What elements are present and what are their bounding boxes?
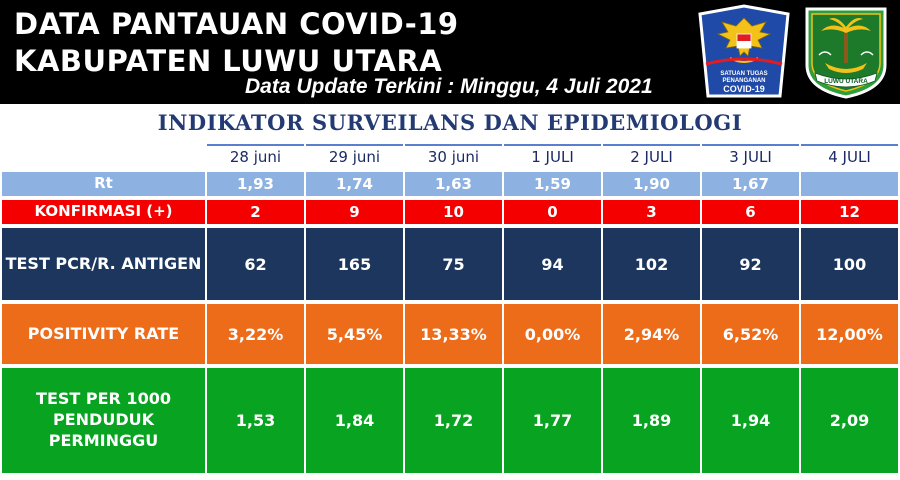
header-banner: DATA PANTAUAN COVID-19 KABUPATEN LUWU UT…	[0, 0, 900, 104]
value-cell: 6	[702, 200, 799, 224]
date-cell: 30 juni	[405, 144, 502, 168]
value-cell: 1,72	[405, 368, 502, 473]
value-cell	[801, 172, 898, 196]
update-date-text: Data Update Terkini : Minggu, 4 Juli 202…	[245, 75, 653, 98]
rt-row: Rt 1,93 1,74 1,63 1,59 1,90 1,67	[2, 172, 898, 196]
value-cell: 1,90	[603, 172, 700, 196]
value-cell: 1,63	[405, 172, 502, 196]
value-cell: 62	[207, 228, 304, 300]
title-line-1: DATA PANTAUAN COVID-19	[14, 7, 459, 41]
date-cell: 1 JULI	[504, 144, 601, 168]
value-cell: 94	[504, 228, 601, 300]
value-cell: 1,59	[504, 172, 601, 196]
value-cell: 10	[405, 200, 502, 224]
value-cell: 165	[306, 228, 403, 300]
value-cell: 1,77	[504, 368, 601, 473]
value-cell: 12	[801, 200, 898, 224]
value-cell: 1,94	[702, 368, 799, 473]
date-cell: 3 JULI	[702, 144, 799, 168]
date-cell: 29 juni	[306, 144, 403, 168]
value-cell: 5,45%	[306, 304, 403, 364]
value-cell: 100	[801, 228, 898, 300]
row-label: KONFIRMASI (+)	[2, 200, 205, 224]
positivity-rate-row: POSITIVITY RATE 3,22% 5,45% 13,33% 0,00%…	[2, 304, 898, 364]
date-header-row: 28 juni 29 juni 30 juni 1 JULI 2 JULI 3 …	[2, 144, 898, 168]
konfirmasi-row: KONFIRMASI (+) 2 9 10 0 3 6 12	[2, 200, 898, 224]
value-cell: 2	[207, 200, 304, 224]
section-title: INDIKATOR SURVEILANS DAN EPIDEMIOLOGI	[157, 110, 743, 135]
regency-crest-icon: LUWU UTARA	[805, 7, 887, 99]
value-cell: 92	[702, 228, 799, 300]
date-cell: 2 JULI	[603, 144, 700, 168]
value-cell: 2,09	[801, 368, 898, 473]
row-label: TEST PCR/R. ANTIGEN	[2, 228, 205, 300]
luwu-utara-crest-logo: LUWU UTARA	[803, 5, 889, 99]
value-cell: 1,84	[306, 368, 403, 473]
value-cell: 1,67	[702, 172, 799, 196]
value-cell: 0	[504, 200, 601, 224]
row-label: Rt	[2, 172, 205, 196]
satgas-text-1: SATUAN TUGAS	[720, 71, 768, 77]
corner-cell	[2, 144, 205, 168]
row-label: POSITIVITY RATE	[2, 304, 205, 364]
value-cell: 12,00%	[801, 304, 898, 364]
value-cell: 102	[603, 228, 700, 300]
satgas-text-3: COVID-19	[723, 84, 765, 94]
test-per-1000-row: TEST PER 1000 PENDUDUK PERMINGGU 1,53 1,…	[2, 368, 898, 473]
svg-text:LUWU UTARA: LUWU UTARA	[824, 78, 868, 85]
date-cell: 4 JULI	[801, 144, 898, 168]
title-line-2: KABUPATEN LUWU UTARA	[14, 44, 443, 78]
value-cell: 2,94%	[603, 304, 700, 364]
value-cell: 1,53	[207, 368, 304, 473]
garuda-emblem-icon	[698, 4, 790, 98]
test-pcr-row: TEST PCR/R. ANTIGEN 62 165 75 94 102 92 …	[2, 228, 898, 300]
value-cell: 1,93	[207, 172, 304, 196]
date-cell: 28 juni	[207, 144, 304, 168]
satgas-covid-logo: SATUAN TUGAS PENANGANAN COVID-19	[696, 4, 792, 100]
value-cell: 3	[603, 200, 700, 224]
value-cell: 3,22%	[207, 304, 304, 364]
value-cell: 13,33%	[405, 304, 502, 364]
value-cell: 1,89	[603, 368, 700, 473]
value-cell: 9	[306, 200, 403, 224]
satgas-text-2: PENANGANAN	[722, 78, 766, 84]
value-cell: 6,52%	[702, 304, 799, 364]
value-cell: 1,74	[306, 172, 403, 196]
indicator-table: 28 juni 29 juni 30 juni 1 JULI 2 JULI 3 …	[0, 140, 900, 477]
value-cell: 75	[405, 228, 502, 300]
row-label: TEST PER 1000 PENDUDUK PERMINGGU	[2, 368, 205, 473]
value-cell: 0,00%	[504, 304, 601, 364]
